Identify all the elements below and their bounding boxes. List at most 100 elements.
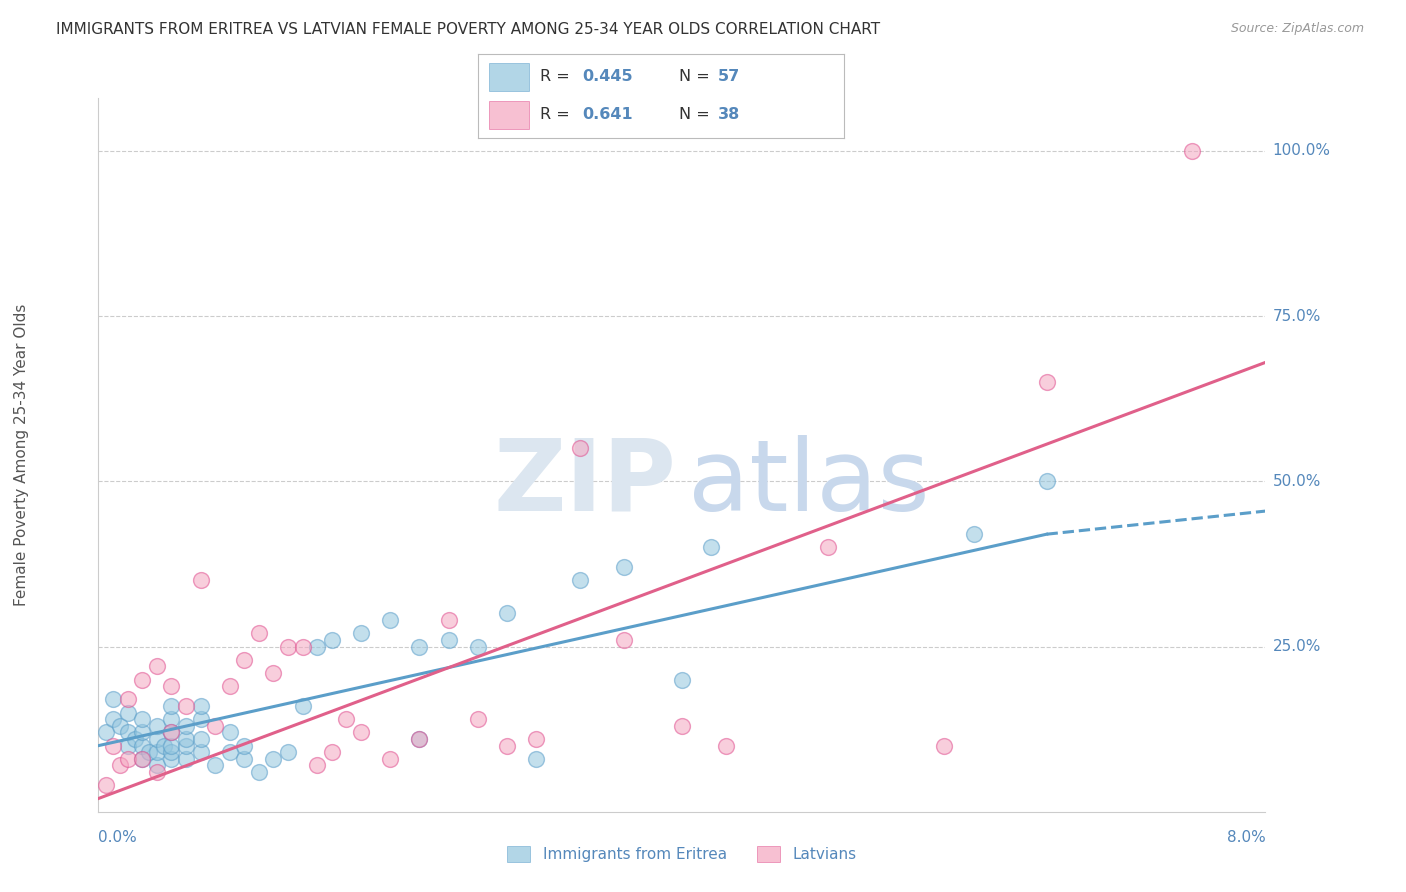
- Point: [233, 752, 256, 766]
- Point: [262, 752, 284, 766]
- Point: [190, 574, 212, 588]
- Point: [408, 732, 430, 747]
- FancyBboxPatch shape: [489, 101, 529, 129]
- Point: [467, 640, 489, 654]
- Legend: Immigrants from Eritrea, Latvians: Immigrants from Eritrea, Latvians: [502, 840, 862, 868]
- Point: [174, 739, 197, 753]
- Text: atlas: atlas: [688, 435, 929, 532]
- Point: [146, 758, 169, 772]
- Point: [218, 745, 240, 759]
- Point: [408, 640, 430, 654]
- Point: [160, 679, 183, 693]
- Point: [174, 719, 197, 733]
- Point: [700, 541, 723, 555]
- Point: [247, 765, 270, 780]
- Point: [190, 732, 212, 747]
- Point: [174, 732, 197, 747]
- Text: 0.641: 0.641: [582, 107, 633, 122]
- Point: [190, 712, 212, 726]
- Point: [101, 692, 124, 706]
- Point: [117, 706, 139, 720]
- Text: N =: N =: [679, 107, 716, 122]
- Point: [218, 679, 240, 693]
- Point: [1035, 376, 1057, 390]
- Point: [117, 725, 139, 739]
- Point: [204, 758, 226, 772]
- Point: [350, 626, 373, 640]
- Point: [94, 778, 117, 792]
- Point: [524, 752, 547, 766]
- Point: [160, 712, 183, 726]
- FancyBboxPatch shape: [489, 62, 529, 91]
- Point: [124, 732, 146, 747]
- Point: [131, 712, 153, 726]
- Point: [467, 712, 489, 726]
- Point: [131, 752, 153, 766]
- Point: [153, 739, 176, 753]
- Point: [146, 732, 169, 747]
- Point: [117, 692, 139, 706]
- Point: [307, 758, 329, 772]
- Point: [117, 739, 139, 753]
- Point: [612, 560, 634, 574]
- Point: [110, 719, 132, 733]
- Point: [437, 613, 460, 627]
- Text: 57: 57: [717, 70, 740, 85]
- Point: [160, 725, 183, 739]
- Point: [408, 732, 430, 747]
- Point: [496, 607, 519, 621]
- Point: [307, 640, 329, 654]
- Text: Female Poverty Among 25-34 Year Olds: Female Poverty Among 25-34 Year Olds: [14, 304, 28, 606]
- Point: [321, 745, 343, 759]
- Text: 25.0%: 25.0%: [1272, 639, 1320, 654]
- Point: [437, 632, 460, 647]
- Text: 75.0%: 75.0%: [1272, 309, 1320, 324]
- Point: [160, 698, 183, 713]
- Point: [1035, 475, 1057, 489]
- Point: [350, 725, 373, 739]
- Point: [378, 752, 402, 766]
- Point: [146, 719, 169, 733]
- Text: IMMIGRANTS FROM ERITREA VS LATVIAN FEMALE POVERTY AMONG 25-34 YEAR OLDS CORRELAT: IMMIGRANTS FROM ERITREA VS LATVIAN FEMAL…: [56, 22, 880, 37]
- Point: [321, 632, 343, 647]
- Text: R =: R =: [540, 107, 581, 122]
- Point: [117, 752, 139, 766]
- Point: [524, 732, 547, 747]
- Point: [146, 745, 169, 759]
- Point: [160, 745, 183, 759]
- Point: [146, 659, 169, 673]
- Point: [277, 745, 299, 759]
- Point: [817, 541, 839, 555]
- Point: [714, 739, 737, 753]
- Point: [204, 719, 226, 733]
- Point: [247, 626, 270, 640]
- Point: [291, 698, 314, 713]
- Point: [138, 745, 160, 759]
- Point: [160, 725, 183, 739]
- Point: [1181, 144, 1204, 158]
- Point: [110, 758, 132, 772]
- Point: [378, 613, 402, 627]
- Point: [190, 698, 212, 713]
- Point: [174, 752, 197, 766]
- Point: [496, 739, 519, 753]
- Point: [233, 739, 256, 753]
- Text: Source: ZipAtlas.com: Source: ZipAtlas.com: [1230, 22, 1364, 36]
- Point: [131, 725, 153, 739]
- Text: ZIP: ZIP: [494, 435, 676, 532]
- Point: [190, 745, 212, 759]
- Point: [934, 739, 956, 753]
- Point: [160, 739, 183, 753]
- Text: 50.0%: 50.0%: [1272, 474, 1320, 489]
- Point: [962, 527, 984, 541]
- Text: R =: R =: [540, 70, 575, 85]
- Point: [262, 665, 284, 680]
- Point: [174, 698, 197, 713]
- Point: [671, 673, 693, 687]
- Point: [218, 725, 240, 739]
- Point: [101, 712, 124, 726]
- Point: [146, 765, 169, 780]
- Text: 0.0%: 0.0%: [98, 830, 138, 845]
- Point: [291, 640, 314, 654]
- Point: [612, 632, 634, 647]
